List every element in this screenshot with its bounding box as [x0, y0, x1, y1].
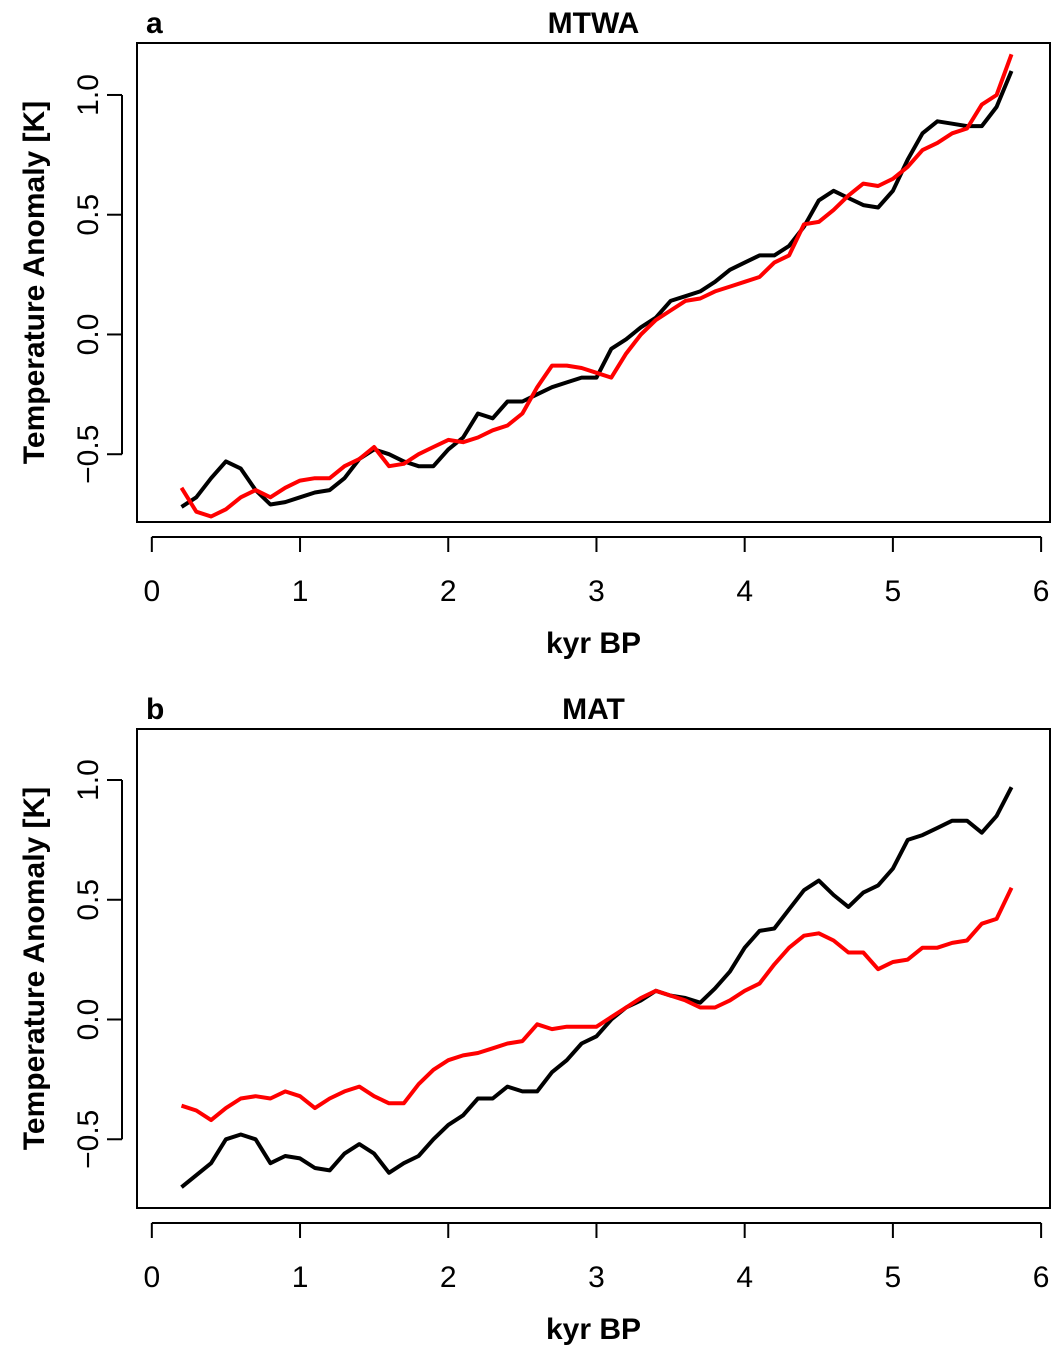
x-tick-label: 1: [292, 575, 309, 608]
line-series: [180, 786, 1014, 1189]
y-axis-title: Temperature Anomaly [K]: [18, 787, 51, 1150]
y-tick-label: −0.5: [72, 1110, 105, 1169]
panel-label: b: [146, 693, 164, 726]
x-tick-label: 6: [1033, 1261, 1050, 1294]
x-axis-title: kyr BP: [546, 1313, 641, 1346]
line-series: [180, 886, 1014, 1123]
line-series: [179, 53, 1014, 519]
x-tick-label: 2: [440, 1261, 457, 1294]
plot-box: [136, 728, 1051, 1209]
chart-title: MTWA: [548, 7, 640, 40]
y-axis-title: Temperature Anomaly [K]: [18, 101, 51, 464]
panel-label: a: [146, 7, 163, 40]
line-series: [180, 70, 1014, 509]
plot-box: [136, 42, 1051, 523]
x-axis-title: kyr BP: [546, 627, 641, 660]
x-tick-label: 5: [885, 575, 902, 608]
x-tick-label: 6: [1033, 575, 1050, 608]
y-tick-label: 0.5: [72, 194, 105, 236]
x-tick-label: 3: [588, 575, 605, 608]
y-tick-label: 0.5: [72, 879, 105, 921]
x-tick-label: 5: [885, 1261, 902, 1294]
y-tick-label: 1.0: [72, 759, 105, 801]
x-tick-label: 0: [143, 1261, 160, 1294]
x-tick-label: 0: [143, 575, 160, 608]
x-tick-label: 4: [736, 575, 753, 608]
x-tick-label: 4: [736, 1261, 753, 1294]
y-tick-label: 1.0: [72, 74, 105, 116]
x-tick-label: 2: [440, 575, 457, 608]
y-tick-label: −0.5: [72, 425, 105, 484]
y-tick-label: 0.0: [72, 314, 105, 356]
x-tick-label: 3: [588, 1261, 605, 1294]
x-tick-label: 1: [292, 1261, 309, 1294]
chart-title: MAT: [562, 693, 625, 726]
y-tick-label: 0.0: [72, 999, 105, 1041]
